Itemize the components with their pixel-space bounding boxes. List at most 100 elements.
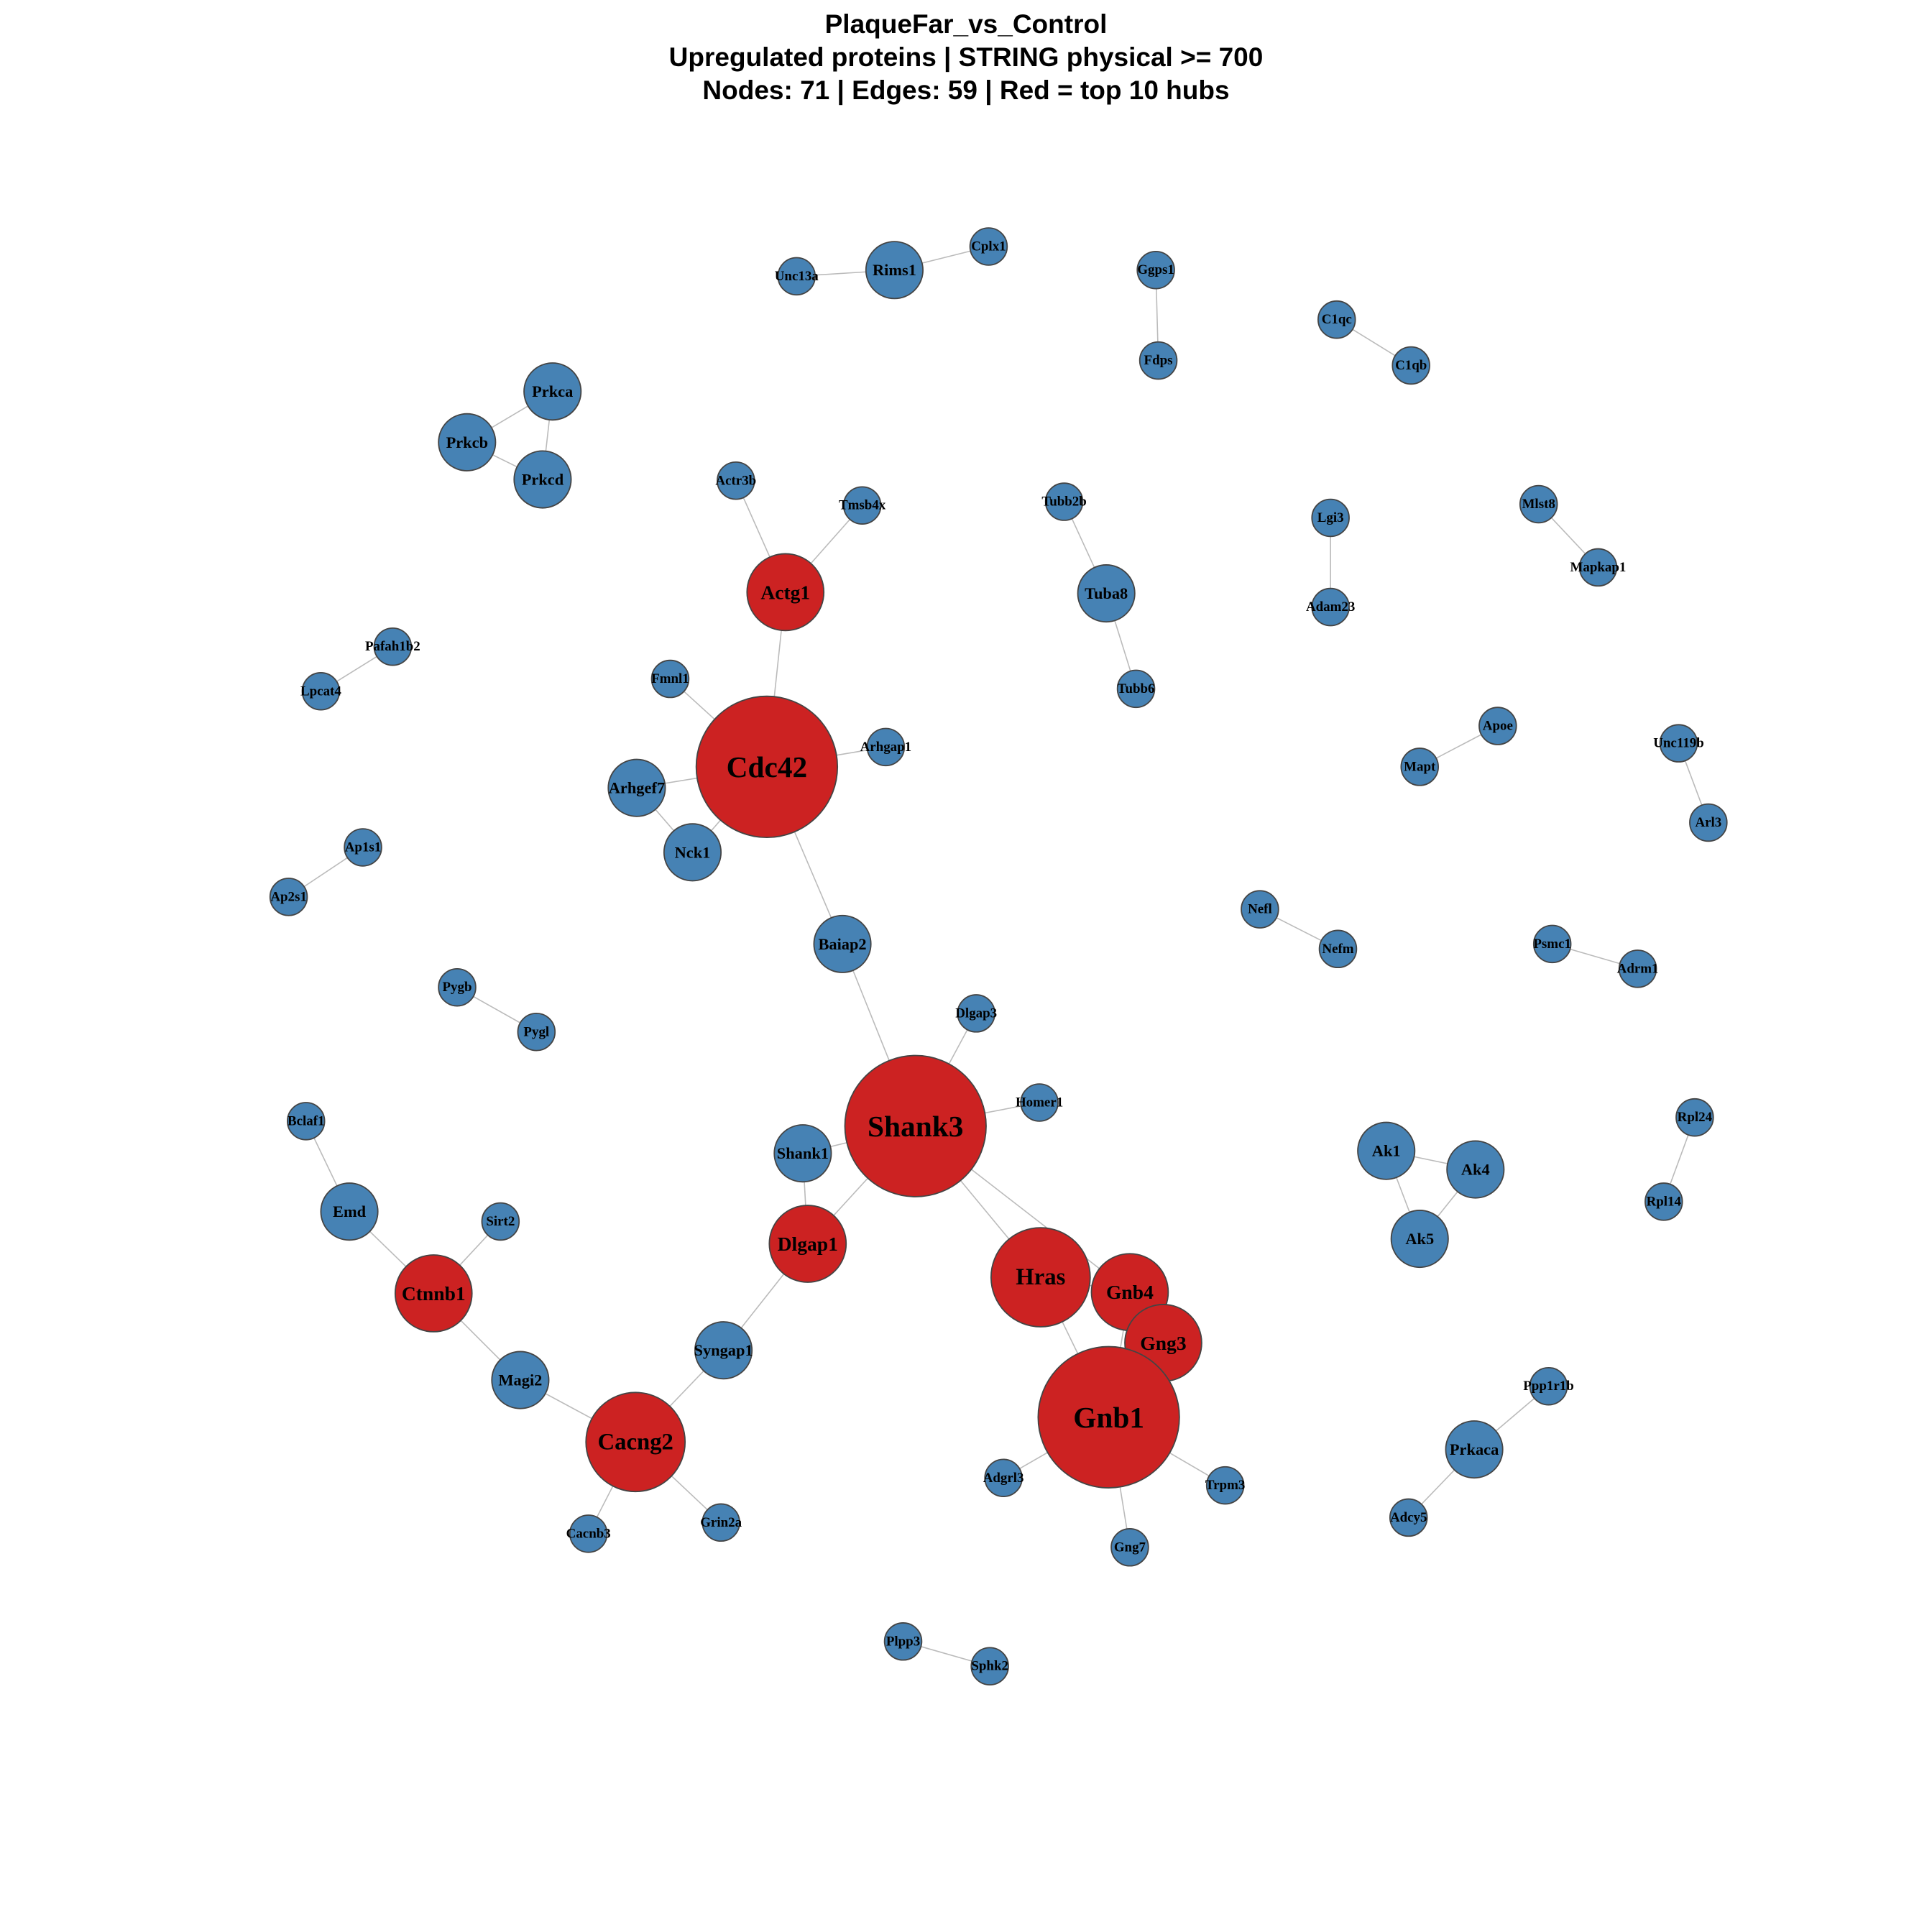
node-circle-emd [320, 1182, 379, 1241]
node-circle-nefm [1318, 929, 1358, 969]
node-label-ap2s1: Ap2s1 [270, 889, 307, 904]
node-circle-pafah1b2 [373, 627, 413, 666]
node-mapkap1: Mapkap1 [1570, 548, 1626, 587]
node-label-rpl14: Rpl14 [1647, 1194, 1682, 1209]
node-circle-fdps [1138, 341, 1178, 380]
node-label-actg1: Actg1 [760, 581, 810, 603]
node-circle-rpl14 [1644, 1182, 1683, 1221]
node-pygl: Pygl [517, 1013, 556, 1052]
node-unc119b: Unc119b [1653, 724, 1704, 763]
node-circle-grin2a [702, 1503, 740, 1542]
node-dlgap3: Dlgap3 [955, 994, 997, 1033]
node-label-adcy5: Adcy5 [1390, 1510, 1427, 1525]
node-circle-ak1 [1357, 1121, 1416, 1180]
node-cplx1: Cplx1 [969, 227, 1008, 266]
node-label-c1qc: C1qc [1322, 312, 1352, 327]
node-circle-sphk2 [970, 1647, 1009, 1685]
node-nefm: Nefm [1318, 929, 1358, 969]
node-ggps1: Ggps1 [1136, 250, 1175, 290]
node-circle-sirt2 [481, 1202, 520, 1241]
node-rims1: Rims1 [865, 241, 924, 300]
node-circle-cplx1 [969, 227, 1008, 266]
node-circle-lpcat4 [301, 672, 341, 711]
node-label-tmsb4x: Tmsb4x [839, 498, 886, 513]
node-circle-apoe [1478, 707, 1517, 745]
node-prkcd: Prkcd [513, 450, 572, 509]
node-circle-lgi3 [1311, 498, 1350, 538]
node-rpl14: Rpl14 [1644, 1182, 1683, 1221]
node-prkcb: Prkcb [438, 413, 497, 472]
node-label-apoe: Apoe [1483, 719, 1513, 734]
node-label-tubb6: Tubb6 [1118, 681, 1155, 696]
node-label-arhgap1: Arhgap1 [860, 740, 912, 755]
node-label-cacnb3: Cacnb3 [566, 1526, 611, 1541]
node-label-syngap1: Syngap1 [694, 1341, 753, 1359]
node-label-lgi3: Lgi3 [1317, 510, 1344, 525]
node-label-unc119b: Unc119b [1653, 736, 1704, 751]
node-label-dlgap3: Dlgap3 [955, 1006, 997, 1021]
node-ak1: Ak1 [1357, 1121, 1416, 1180]
node-label-plpp3: Plpp3 [886, 1634, 920, 1649]
node-actr3b: Actr3b [715, 461, 756, 500]
node-circle-prkcb [438, 413, 497, 472]
node-label-hras: Hras [1016, 1264, 1065, 1290]
node-c1qc: C1qc [1317, 300, 1356, 339]
node-label-prkcd: Prkcd [522, 471, 564, 489]
node-label-fmnl1: Fmnl1 [651, 671, 689, 686]
node-sphk2: Sphk2 [970, 1647, 1009, 1685]
node-pygb: Pygb [438, 967, 477, 1007]
node-circle-syngap1 [694, 1321, 753, 1380]
node-tmsb4x: Tmsb4x [839, 486, 886, 525]
node-circle-prkaca [1445, 1420, 1504, 1479]
node-circle-tmsb4x [842, 486, 882, 525]
node-grin2a: Grin2a [700, 1503, 742, 1542]
node-circle-adrm1 [1618, 949, 1657, 988]
node-psmc1: Psmc1 [1532, 924, 1572, 964]
node-label-emd: Emd [333, 1202, 367, 1220]
node-label-mlst8: Mlst8 [1522, 497, 1555, 512]
node-circle-fmnl1 [650, 659, 690, 699]
node-label-ppp1r1b: Ppp1r1b [1523, 1379, 1574, 1394]
node-label-unc13a: Unc13a [775, 269, 819, 284]
node-label-adam23: Adam23 [1306, 599, 1355, 615]
node-circle-unc13a [777, 257, 816, 296]
node-circle-adcy5 [1389, 1498, 1428, 1537]
node-shank3: Shank3 [844, 1054, 987, 1197]
node-mlst8: Mlst8 [1519, 484, 1558, 524]
node-label-c1qb: C1qb [1395, 358, 1427, 373]
node-adcy5: Adcy5 [1389, 1498, 1428, 1537]
chart-title: PlaqueFar_vs_Control [825, 9, 1108, 39]
node-circle-shank1 [773, 1124, 832, 1183]
node-label-cplx1: Cplx1 [971, 239, 1006, 254]
node-label-gnb4: Gnb4 [1106, 1281, 1154, 1303]
node-nefl: Nefl [1241, 890, 1279, 929]
node-label-pygb: Pygb [442, 980, 472, 995]
node-label-tuba8: Tuba8 [1085, 584, 1128, 602]
node-label-baiap2: Baiap2 [818, 935, 866, 953]
node-circle-plpp3 [883, 1622, 923, 1661]
node-label-ggps1: Ggps1 [1137, 262, 1174, 277]
chart-subtitle: Upregulated proteins | STRING physical >… [669, 42, 1264, 73]
node-unc13a: Unc13a [775, 257, 819, 296]
node-gnb1: Gnb1 [1037, 1346, 1180, 1489]
node-dlgap1: Dlgap1 [768, 1205, 847, 1283]
node-label-fdps: Fdps [1144, 353, 1173, 368]
node-circle-actr3b [717, 461, 755, 500]
node-circle-arl3 [1689, 803, 1728, 842]
node-label-ak1: Ak1 [1372, 1142, 1401, 1160]
node-circle-prkca [523, 362, 582, 421]
node-label-mapt: Mapt [1404, 759, 1436, 774]
node-circle-pygl [517, 1013, 556, 1052]
node-mapt: Mapt [1400, 748, 1439, 786]
node-circle-tubb6 [1116, 669, 1156, 709]
node-label-ak4: Ak4 [1461, 1161, 1490, 1179]
node-rpl24: Rpl24 [1675, 1098, 1714, 1137]
node-label-shank1: Shank1 [777, 1144, 829, 1162]
node-circle-actg1 [746, 553, 825, 632]
node-circle-arhgef7 [607, 758, 666, 817]
node-circle-cdc42 [695, 695, 839, 839]
node-label-ctnnb1: Ctnnb1 [402, 1282, 466, 1305]
